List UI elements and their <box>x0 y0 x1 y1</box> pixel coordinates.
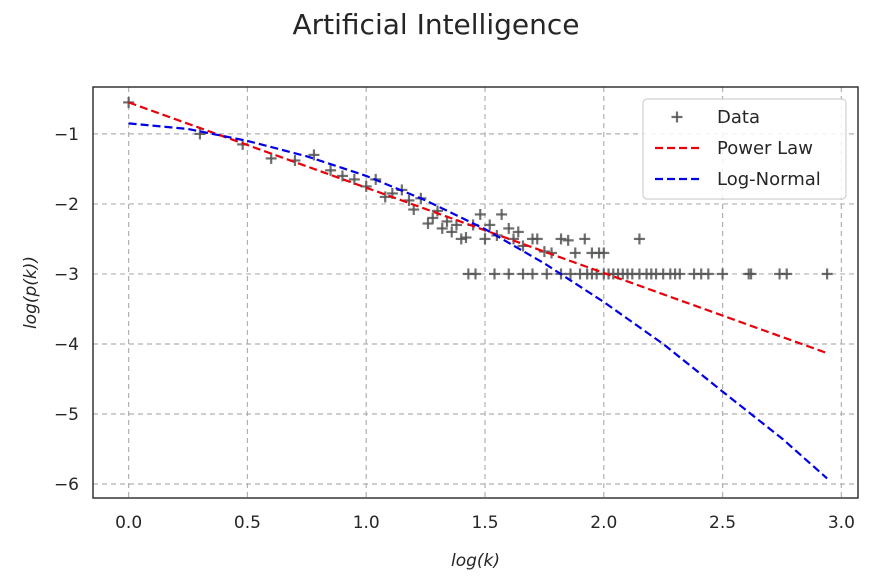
data-point <box>427 212 439 224</box>
data-point <box>194 128 206 140</box>
x-tick-label: 2.0 <box>590 513 617 533</box>
legend-label: Log-Normal <box>717 169 821 190</box>
tick-labels: 0.0 0.5 1.0 1.5 2.0 2.5 3.0 −1 −2 −3 −4 −5 −6 <box>54 125 855 533</box>
x-tick-label: 0.5 <box>234 513 261 533</box>
legend: Data Power Law Log-Normal <box>642 98 847 200</box>
x-tick-label: 1.0 <box>353 513 380 533</box>
x-tick-label: 3.0 <box>828 513 855 533</box>
y-axis-label: log(p(k)) <box>21 256 41 329</box>
x-tick-label: 0.0 <box>115 513 142 533</box>
data-point <box>821 268 833 280</box>
legend-label: Power Law <box>717 138 813 159</box>
grid <box>93 87 858 498</box>
legend-marker <box>671 111 683 123</box>
y-tick-label: −4 <box>54 335 79 355</box>
data-point <box>336 170 348 182</box>
data-point <box>265 152 277 164</box>
data-point <box>569 247 581 259</box>
data-point <box>484 219 496 231</box>
data-point <box>717 268 729 280</box>
x-tick-label: 2.5 <box>709 513 736 533</box>
data-point <box>348 173 360 185</box>
data-point <box>512 226 524 238</box>
legend-item: Power Law <box>655 138 813 159</box>
data-point <box>489 268 501 280</box>
data-point <box>702 268 714 280</box>
legend-item: Data <box>671 107 760 128</box>
y-tick-label: −1 <box>54 125 79 145</box>
data-point <box>538 246 550 258</box>
x-axis-label: log(k) <box>451 551 500 571</box>
data-point <box>431 205 443 217</box>
data-point <box>436 222 448 234</box>
legend-item: Log-Normal <box>655 169 821 190</box>
data-point <box>479 233 491 245</box>
data-point <box>674 268 686 280</box>
y-tick-label: −2 <box>54 195 79 215</box>
data-point <box>503 222 515 234</box>
data-point <box>450 219 462 231</box>
y-tick-label: −6 <box>54 475 79 495</box>
data-point <box>422 218 434 230</box>
data-point <box>503 268 515 280</box>
y-tick-label: −3 <box>54 265 79 285</box>
data-point <box>745 268 757 280</box>
data-point <box>508 233 520 245</box>
data-point <box>527 268 539 280</box>
data-point <box>308 149 320 161</box>
series-layer <box>123 96 833 480</box>
data-point <box>325 164 337 176</box>
data-point <box>496 208 508 220</box>
power-law-line <box>128 101 828 355</box>
data-point <box>446 226 458 238</box>
data-point <box>470 268 481 280</box>
data-point <box>579 233 591 245</box>
data-point <box>531 233 543 245</box>
data-point <box>562 234 574 246</box>
data-point <box>633 233 645 245</box>
data-point <box>474 208 486 220</box>
data-point <box>781 268 793 280</box>
data-point <box>360 180 372 192</box>
plot-frame <box>92 86 859 499</box>
data-point <box>403 194 415 206</box>
y-tick-label: −5 <box>54 405 79 425</box>
chart-title: Artificial Intelligence <box>292 8 580 41</box>
scatter-series <box>123 96 833 280</box>
legend-label: Data <box>717 107 760 128</box>
log-normal-line <box>128 122 828 480</box>
data-point <box>598 247 610 259</box>
data-point <box>565 268 577 280</box>
x-tick-label: 1.5 <box>471 513 498 533</box>
data-point <box>460 232 472 244</box>
data-point <box>541 268 553 280</box>
data-point <box>555 233 567 245</box>
data-point <box>517 268 529 280</box>
legend-box <box>642 98 847 200</box>
